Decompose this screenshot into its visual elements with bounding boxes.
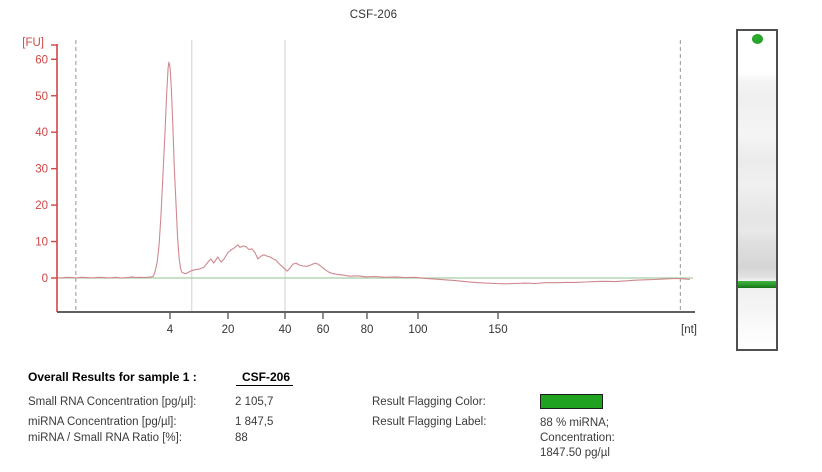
row-label-small-rna-concentration: Small RNA Concentration [pg/µl]: (28, 396, 197, 408)
y-axis-unit-label: [FU] (22, 37, 44, 49)
electropherogram-trace (56, 61, 691, 285)
y-tick-label: 20 (35, 200, 48, 212)
x-axis-unit-label: [nt] (681, 324, 697, 336)
x-tick-label: 150 (488, 324, 507, 336)
y-tick-label: 60 (35, 54, 48, 66)
y-tick-label: 50 (35, 91, 48, 103)
x-tick-label: 4 (167, 324, 174, 336)
y-tick-label: 30 (35, 164, 48, 176)
gel-lane (736, 29, 778, 351)
row-value-mirna-small-rna-ratio: 88 (235, 432, 248, 444)
results-heading: Overall Results for sample 1 : (28, 370, 197, 384)
y-tick-label: 10 (35, 237, 48, 249)
chart-title: CSF-206 (349, 9, 398, 21)
electropherogram-plot: 0 10 20 30 40 50 60 [FU] 4 20 40 60 80 100 150 [nt] (22, 37, 697, 336)
flagging-label-value: 88 % miRNA; Concentration: 1847.50 pg/µl (540, 417, 615, 459)
row-label-mirna-small-rna-ratio: miRNA / Small RNA Ratio [%]: (28, 432, 183, 444)
row-value-mirna-concentration: 1 847,5 (235, 416, 274, 428)
x-tick-label: 80 (361, 324, 374, 336)
flagging-color-label: Result Flagging Color: (372, 396, 486, 408)
row-value-small-rna-concentration: 2 105,7 (235, 396, 274, 408)
row-label-mirna-concentration: miRNA Concentration [pg/µl]: (28, 416, 177, 428)
x-tick-label: 20 (222, 324, 235, 336)
x-tick-label: 40 (279, 324, 292, 336)
flagging-label-label: Result Flagging Label: (372, 416, 487, 428)
gel-mirna-band (738, 281, 776, 288)
x-tick-label: 100 (408, 324, 427, 336)
y-tick-label: 40 (35, 127, 48, 139)
gel-alignment-dot-icon (751, 34, 763, 44)
y-tick-label: 0 (42, 273, 48, 285)
x-tick-label: 60 (317, 324, 330, 336)
sample-name: CSF-206 (236, 370, 294, 386)
flagging-color-swatch (540, 394, 603, 409)
